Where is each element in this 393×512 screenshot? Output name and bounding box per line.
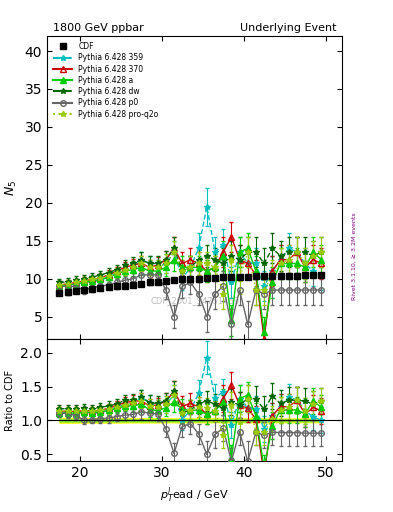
Y-axis label: $N_5$: $N_5$	[4, 180, 19, 196]
X-axis label: $p_T^{l}$ead / GeV: $p_T^{l}$ead / GeV	[160, 485, 229, 505]
Text: Underlying Event: Underlying Event	[239, 23, 336, 33]
Text: CDF_2001_S4751469: CDF_2001_S4751469	[150, 296, 239, 305]
Text: Rivet 3.1.10, ≥ 3.2M events: Rivet 3.1.10, ≥ 3.2M events	[352, 212, 357, 300]
Text: 1800 GeV ppbar: 1800 GeV ppbar	[53, 23, 144, 33]
Y-axis label: Ratio to CDF: Ratio to CDF	[5, 370, 15, 431]
Legend: CDF, Pythia 6.428 359, Pythia 6.428 370, Pythia 6.428 a, Pythia 6.428 dw, Pythia: CDF, Pythia 6.428 359, Pythia 6.428 370,…	[51, 39, 161, 121]
